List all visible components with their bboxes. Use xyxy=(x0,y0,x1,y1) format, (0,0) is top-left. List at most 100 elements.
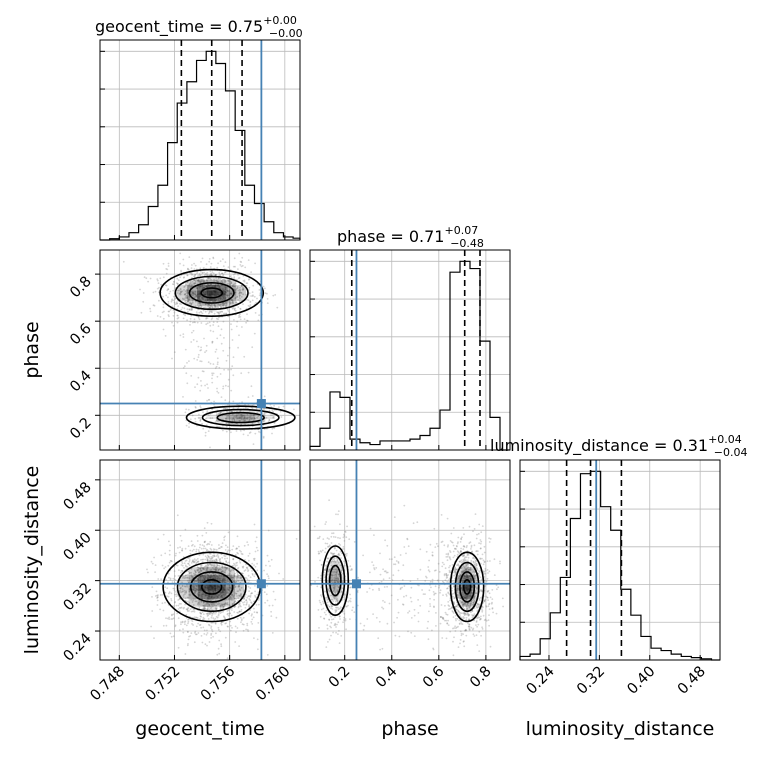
sample-point xyxy=(369,572,371,574)
sample-point xyxy=(202,272,204,274)
sample-point xyxy=(373,534,375,536)
sample-point xyxy=(336,550,338,552)
sample-point xyxy=(217,565,219,567)
sample-point xyxy=(156,591,158,593)
sample-point xyxy=(269,565,271,567)
sample-point xyxy=(248,278,250,280)
sample-point xyxy=(206,410,208,412)
sample-point xyxy=(203,633,205,635)
sample-point xyxy=(198,377,200,379)
sample-point xyxy=(444,575,446,577)
sample-point xyxy=(442,617,444,619)
sample-point xyxy=(255,551,257,553)
sample-point xyxy=(265,565,267,567)
sample-point xyxy=(214,313,216,315)
sample-point xyxy=(201,548,203,550)
sample-point xyxy=(163,306,165,308)
sample-point xyxy=(234,257,236,259)
injection-marker xyxy=(257,399,266,408)
sample-point xyxy=(293,409,295,411)
sample-point xyxy=(274,599,276,601)
sample-point xyxy=(186,319,188,321)
sample-point xyxy=(479,619,481,621)
sample-point xyxy=(249,587,251,589)
sample-point xyxy=(432,554,434,556)
sample-point xyxy=(339,615,341,617)
sample-point xyxy=(481,579,483,581)
sample-point xyxy=(190,375,192,377)
sample-point xyxy=(453,551,455,553)
sample-point xyxy=(254,585,256,587)
sample-point xyxy=(246,597,248,599)
sample-point xyxy=(263,286,265,288)
sample-point xyxy=(197,623,199,625)
sample-point xyxy=(463,612,465,614)
sample-point xyxy=(167,296,169,298)
sample-point xyxy=(433,528,435,530)
sample-point xyxy=(245,599,247,601)
sample-point xyxy=(329,606,331,608)
sample-point xyxy=(167,565,169,567)
sample-point xyxy=(187,623,189,625)
sample-point xyxy=(429,571,431,573)
sample-point xyxy=(421,589,423,591)
sample-point xyxy=(459,615,461,617)
sample-point xyxy=(447,559,449,561)
sample-point xyxy=(446,581,448,583)
sample-point xyxy=(202,535,204,537)
sample-point xyxy=(346,526,348,528)
sample-point xyxy=(447,592,449,594)
sample-point xyxy=(447,546,449,548)
sample-point xyxy=(405,553,407,555)
sample-point xyxy=(196,271,198,273)
sample-point xyxy=(199,419,201,421)
sample-point xyxy=(195,551,197,553)
sample-point xyxy=(502,606,504,608)
sample-point xyxy=(248,605,250,607)
sample-point xyxy=(491,589,493,591)
sample-point xyxy=(168,293,170,295)
sample-point xyxy=(209,322,211,324)
sample-point xyxy=(192,415,194,417)
sample-point xyxy=(218,627,220,629)
sample-point xyxy=(230,323,232,325)
sample-point xyxy=(196,559,198,561)
sample-point xyxy=(480,547,482,549)
sample-point xyxy=(264,602,266,604)
sample-point xyxy=(236,326,238,328)
sample-point xyxy=(414,609,416,611)
sample-point xyxy=(166,269,168,271)
sample-point xyxy=(256,547,258,549)
density-cell xyxy=(246,416,256,419)
sample-point xyxy=(453,636,455,638)
sample-point xyxy=(488,625,490,627)
sample-point xyxy=(191,264,193,266)
sample-point xyxy=(160,316,162,318)
sample-point xyxy=(379,621,381,623)
sample-point xyxy=(245,604,247,606)
sample-point xyxy=(484,561,486,563)
sample-point xyxy=(218,272,220,274)
sample-point xyxy=(225,313,227,315)
sample-point xyxy=(244,545,246,547)
sample-point xyxy=(449,631,451,633)
sample-point xyxy=(469,624,471,626)
sample-point xyxy=(165,579,167,581)
sample-point xyxy=(255,541,257,543)
sample-point xyxy=(168,541,170,543)
sample-point xyxy=(153,292,155,294)
sample-point xyxy=(384,539,386,541)
sample-point xyxy=(253,637,255,639)
sample-point xyxy=(203,613,205,615)
sample-point xyxy=(149,308,151,310)
sample-point xyxy=(491,603,493,605)
sample-point xyxy=(183,318,185,320)
sample-point xyxy=(228,615,230,617)
sample-point xyxy=(254,524,256,526)
sample-point xyxy=(224,399,226,401)
sample-point xyxy=(199,267,201,269)
sample-point xyxy=(247,630,249,632)
sample-point xyxy=(164,553,166,555)
sample-point xyxy=(194,386,196,388)
